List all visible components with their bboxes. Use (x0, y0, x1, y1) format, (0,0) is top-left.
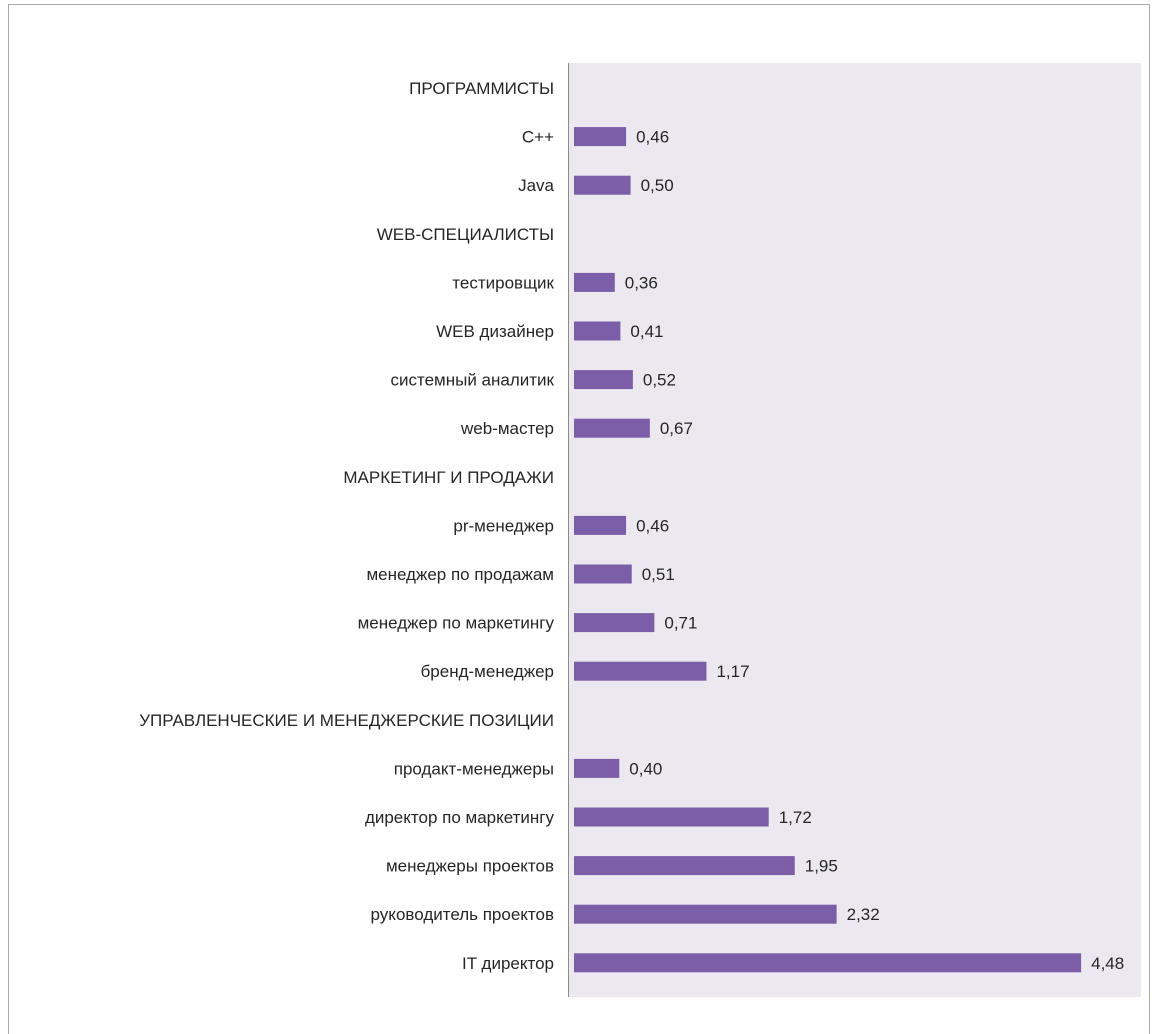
bar (574, 758, 620, 778)
data-label: 1,95 (805, 857, 838, 876)
category-label: IT директор (462, 954, 554, 973)
bar (574, 953, 1082, 973)
category-label: директор по маркетингу (365, 808, 555, 827)
bar (574, 321, 621, 341)
data-label: 0,50 (641, 176, 674, 195)
category-label: C++ (522, 128, 554, 147)
category-label: менеджеры проектов (386, 857, 554, 876)
data-label: 0,40 (629, 759, 662, 778)
category-label: менеджер по продажам (366, 565, 554, 584)
category-label: МАРКЕТИНГ И ПРОДАЖИ (343, 468, 554, 487)
bar-chart: ПРОГРАММИСТЫ C++ 0,46 Java 0,50 WEB-СПЕЦИАЛИС… (139, 63, 1141, 997)
data-label: 2,32 (847, 905, 880, 924)
data-label: 0,52 (643, 371, 676, 390)
category-label: pr-менеджер (453, 516, 554, 535)
data-label: 0,36 (625, 273, 658, 292)
data-label: 0,46 (636, 516, 669, 535)
bar (574, 370, 633, 390)
data-label: 0,46 (636, 128, 669, 147)
category-label: ПРОГРАММИСТЫ (409, 79, 554, 98)
bar (574, 272, 615, 292)
data-label: 1,17 (716, 662, 749, 681)
category-label: WEB дизайнер (436, 322, 554, 341)
category-label: системный аналитик (391, 371, 555, 390)
bar (574, 175, 631, 195)
category-label: продакт-менеджеры (394, 759, 554, 778)
data-label: 0,51 (642, 565, 675, 584)
category-label: УПРАВЛЕНЧЕСКИЕ И МЕНЕДЖЕРСКИЕ ПОЗИЦИИ (139, 711, 554, 730)
bar (574, 661, 707, 681)
plot-area (568, 63, 1141, 997)
bar (574, 904, 837, 924)
bar (574, 564, 632, 584)
category-label: менеджер по маркетингу (358, 614, 555, 633)
data-label: 0,71 (664, 614, 697, 633)
category-label: Java (518, 176, 554, 195)
data-label: 0,41 (630, 322, 663, 341)
bar (574, 807, 769, 827)
bar (574, 856, 795, 876)
category-label: тестировщик (452, 273, 554, 292)
bar (574, 515, 627, 535)
category-label: WEB-СПЕЦИАЛИСТЫ (377, 225, 554, 244)
bar (574, 127, 627, 147)
category-label: web-мастер (460, 419, 554, 438)
data-label: 1,72 (779, 808, 812, 827)
category-label: руководитель проектов (371, 905, 554, 924)
bar (574, 418, 650, 438)
bar (574, 613, 655, 633)
data-label: 4,48 (1091, 954, 1124, 973)
chart-frame: ПРОГРАММИСТЫ C++ 0,46 Java 0,50 WEB-СПЕЦИАЛИС… (8, 4, 1150, 1034)
category-label: бренд-менеджер (421, 662, 554, 681)
data-label: 0,67 (660, 419, 693, 438)
